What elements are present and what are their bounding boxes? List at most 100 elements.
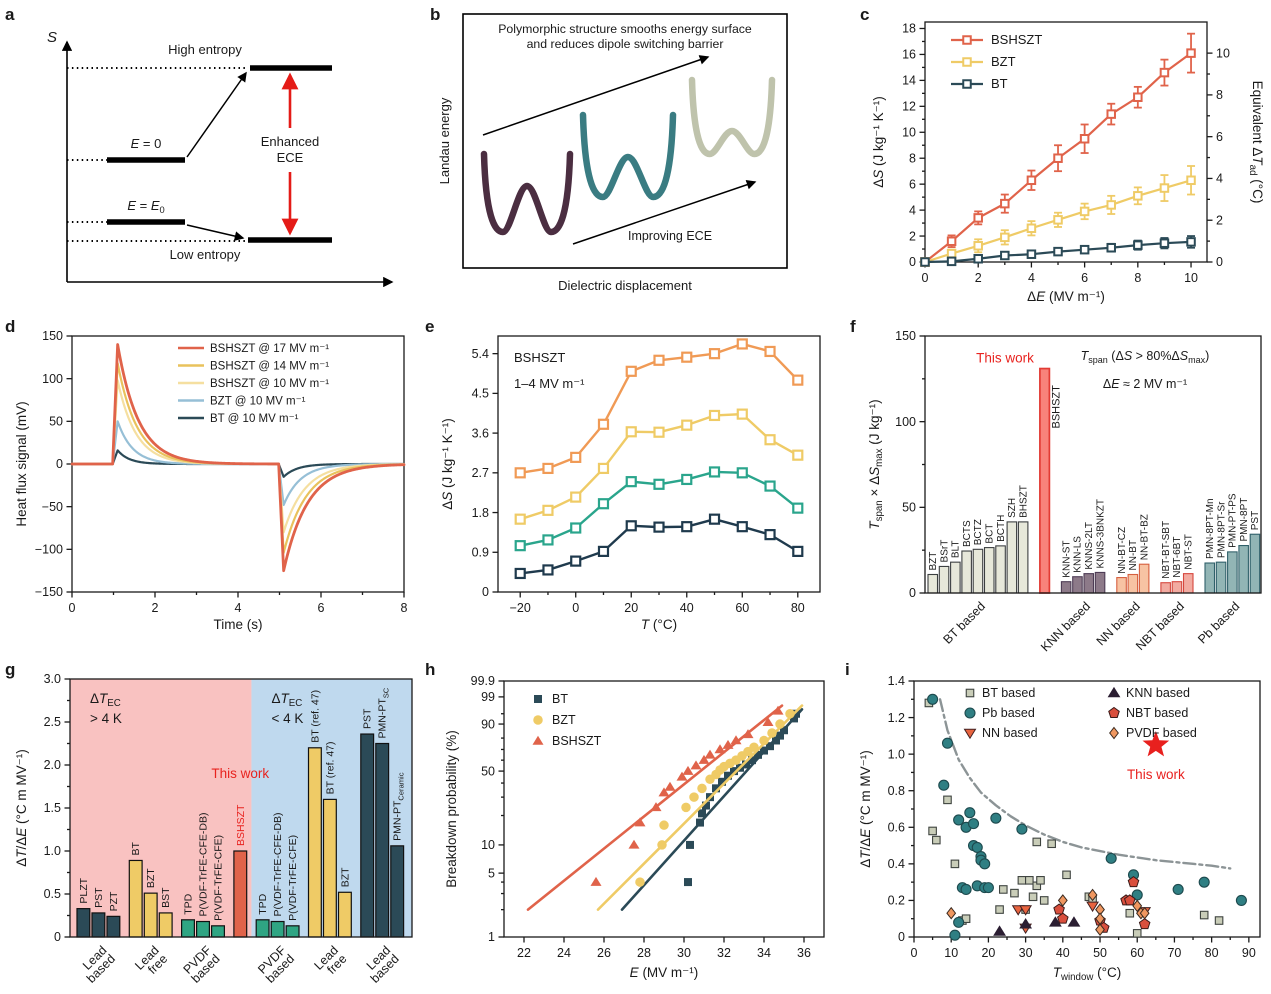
y2-tick-label: 4 [1216,172,1223,186]
x-tick-label: −20 [510,601,531,615]
bar-KNNS-3BNKZT [1094,571,1106,594]
bar-PMN-PT{Ceramic} [390,845,405,938]
bar-BHSZT [1017,521,1029,594]
panel-b-title: Polymorphic structure smooths energy sur… [498,22,752,36]
energy-well [480,150,574,236]
axis-labels: 0 2 4 6 8 −150 −100 −50 0 50 100 150 Time (s) Heat fl… [14,329,408,632]
group-label: Leadfree [311,943,349,981]
enhanced-ece-label: ECE [277,150,304,165]
y-tick-label: 0 [898,930,905,944]
y-tick-label: 0.4 [888,857,905,871]
series-BZT [596,704,804,911]
bar-BZT [927,573,939,594]
bar-label: PMN-8PT-Mn [1205,498,1216,559]
y2-axis-title: Equivalent ΔTad (°C) [1247,81,1265,204]
legend-label: BSHSZT [991,32,1042,47]
y-tick-label: 90 [481,717,495,731]
x-tick-label: 22 [517,946,531,960]
bar-KNN-LS [1072,576,1083,594]
bar-P(VDF-TrFE-CFE-DB) [196,920,211,938]
series-BSHSZT [920,32,1196,267]
panel-e-label: e [425,317,435,336]
panel-h-label: h [425,660,436,679]
panel-b-title: and reduces dipole switching barrier [527,37,724,51]
legend-label: BT [991,76,1008,91]
bar-label: BZT [145,868,157,888]
bar-label: BST [160,887,172,908]
bar-label: BLT [951,541,962,559]
x-tick-label: 0 [69,601,76,615]
legend: BSHSZT BZT BT [951,32,1042,91]
y-tick-label: 5.4 [472,347,489,361]
bar-BCT [983,547,995,594]
y-tick-label: 3.6 [472,426,489,440]
axis-labels: −20 0 20 40 60 80 0 0.9 1.8 2.7 3.6 4.5 5.4 T (°C) ΔS … [440,347,805,632]
low-entropy-label: Low entropy [170,247,241,262]
y-tick-label: 0.6 [888,820,905,834]
x-tick-label: 30 [677,946,691,960]
y-tick-label: 150 [42,329,63,343]
x-tick-label: 32 [717,946,731,960]
x-tick-label: 40 [680,601,694,615]
group-label: PVDFbased [255,943,298,986]
legend-label: KNN based [1126,686,1190,700]
y-axis-title: Landau energy [437,97,452,184]
bar-label: PMN-PTCeramic [392,772,406,841]
y-tick-label: 1.5 [44,801,61,815]
panel-c-label: c [860,5,870,24]
y-tick-label: −150 [35,585,63,599]
bar-BZT [337,891,352,938]
bar-NN-BT-CZ [1116,577,1127,594]
y-tick-label: 18 [902,22,916,36]
star-icon [1142,731,1170,757]
panel-c: c 0 2 4 6 8 10 0 2 4 6 8 10 12 14 16 18 ΔE (MV m⁻¹) ΔS (J… [855,0,1271,312]
bar-SZH [1006,521,1018,594]
x-tick-label: 80 [1205,946,1219,960]
group-label: Leadbased [76,943,119,986]
annotation: 1–4 MV m⁻¹ [514,376,585,391]
x-axis-title: Time (s) [214,617,263,632]
bar-label: BT [130,841,142,855]
y-tick-label: 1.8 [472,506,489,520]
bar-NN-BT-BZ [1138,563,1150,594]
y-tick-label: 6 [909,177,916,191]
bar-label: BCTZ [973,519,984,545]
bar-label: P(VDF-TrFE-CFE) [213,835,225,921]
e0-label: E = 0 [131,136,162,151]
y-tick-label: 4 [909,203,916,217]
x-tick-label: 4 [235,601,242,615]
legend-label: BZT [552,713,576,727]
x-axis-title: Dielectric displacement [558,278,692,293]
bar-BCTH [995,545,1006,594]
bar-BST [158,912,173,938]
bar-PMN-8PT-Mn [1204,562,1216,594]
annotation: BSHSZT [514,350,565,365]
series-NN based [1011,901,1152,935]
bar-label: NBT-6BT [1172,537,1183,578]
bar-KNNS-2LT [1083,573,1095,594]
y-axis-title: Heat flux signal (mV) [14,401,29,526]
axis-labels: 22 24 26 28 30 32 34 36 1 5 10 50 90 99 99.9 E (MV m⁻¹)… [444,674,811,980]
legend-label: BSHSZT @ 17 MV m⁻¹ [210,343,329,355]
axes [64,678,413,938]
x-tick-label: 6 [1081,271,1088,285]
bar-label: BCT [984,524,995,544]
y2-tick-label: 6 [1216,130,1223,144]
bar-label: BCTS [962,520,973,547]
group-label: PVDFbased [180,943,223,986]
x-tick-label: 0 [922,271,929,285]
y-axis-title: ΔT/ΔE (°C m MV⁻¹) [858,750,873,868]
legend-label: BSHSZT [552,734,602,748]
bar-label: KNNS-2LT [1084,522,1095,570]
x-tick-label: 8 [1134,271,1141,285]
y-tick-label: 14 [902,74,916,88]
x-tick-label: 24 [557,946,571,960]
y-tick-label: 10 [902,125,916,139]
legend-label: Pb based [982,706,1035,720]
panel-i-label: i [845,660,850,679]
legend-label: NN based [982,726,1038,740]
bar-P(VDF-TrFE-CFE) [285,925,300,938]
group-label: Leadfree [132,943,170,981]
x-tick-label: 0 [572,601,579,615]
